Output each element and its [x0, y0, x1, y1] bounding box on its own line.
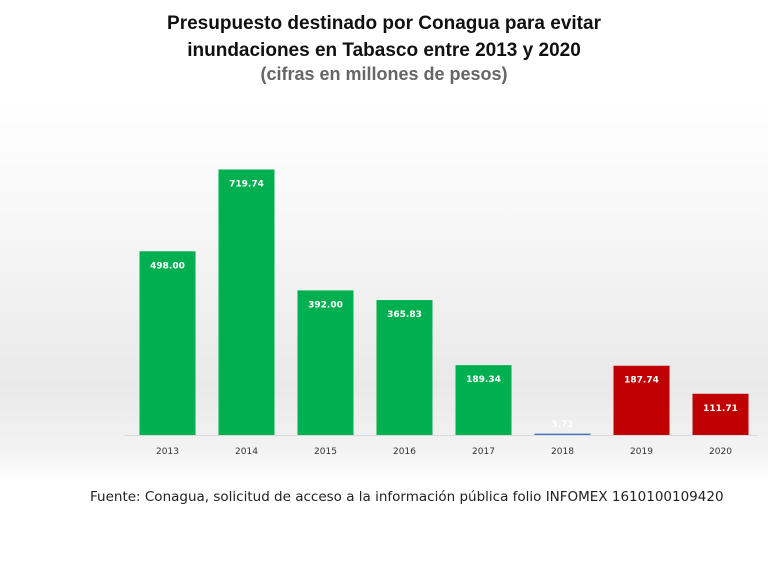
data-label-2016: 365.83 — [387, 310, 422, 320]
chart-title: Presupuesto destinado por Conagua para e… — [0, 10, 768, 64]
bar-2018 — [534, 433, 591, 435]
bar-2019 — [613, 365, 670, 435]
data-label-2013: 498.00 — [150, 261, 185, 271]
bar-2016 — [376, 300, 433, 435]
chart-title-line-2: inundaciones en Tabasco entre 2013 y 202… — [187, 40, 581, 61]
bar-2017 — [455, 365, 512, 435]
x-tick-label-2020: 2020 — [709, 447, 732, 457]
x-tick-label-2018: 2018 — [551, 447, 574, 457]
bar-2014 — [218, 169, 275, 435]
bar-2020 — [692, 393, 749, 435]
x-tick-label-2013: 2013 — [156, 447, 179, 457]
data-label-2020: 111.71 — [703, 404, 738, 414]
source-note: Fuente: Conagua, solicitud de acceso a l… — [90, 489, 724, 505]
x-tick-label-2015: 2015 — [314, 447, 337, 457]
chart-title-line-1: Presupuesto destinado por Conagua para e… — [167, 13, 601, 34]
x-tick-label-2017: 2017 — [472, 447, 495, 457]
data-label-2015: 392.00 — [308, 300, 343, 310]
data-label-2017: 189.34 — [466, 375, 501, 385]
data-label-2019: 187.74 — [624, 376, 659, 386]
x-tick-label-2014: 2014 — [235, 447, 258, 457]
x-tick-label-2016: 2016 — [393, 447, 416, 457]
x-tick-label-2019: 2019 — [630, 447, 653, 457]
chart-subtitle: (cifras en millones de pesos) — [260, 64, 508, 84]
bar-2013 — [139, 251, 196, 435]
data-label-2018: 3.71 — [551, 420, 573, 430]
data-label-2014: 719.74 — [229, 179, 264, 189]
bar-2015 — [297, 290, 354, 435]
